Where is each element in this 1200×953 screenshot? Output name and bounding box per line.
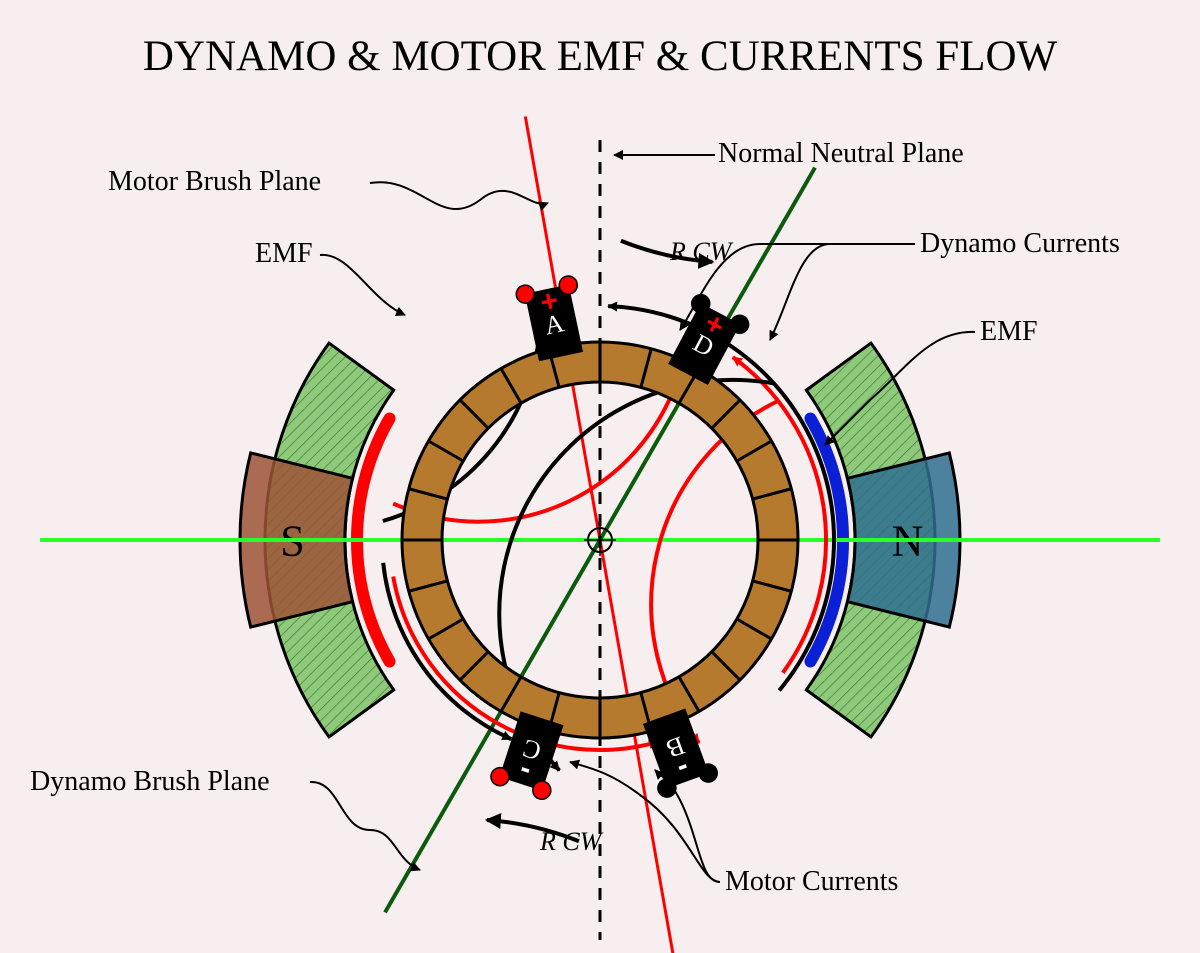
leader-dynamo_brush-0 (310, 782, 420, 870)
label-emf_right: EMF (980, 316, 1038, 347)
label-motor_currents: Motor Currents (725, 866, 898, 897)
rotation-label-bottom: R CW (539, 827, 604, 856)
label-dynamo_currents: Dynamo Currents (920, 228, 1120, 259)
label-dynamo_brush: Dynamo Brush Plane (30, 766, 270, 797)
label-emf_left: EMF (255, 238, 313, 269)
leader-motor_brush-0 (370, 182, 548, 209)
leader-emf_left-0 (320, 255, 405, 315)
diagram-root: DYNAMO & MOTOR EMF & CURRENTS FLOWSN+A+D… (0, 0, 1200, 953)
brush-A: +A (515, 274, 592, 362)
leader-motor_currents-1 (570, 762, 720, 882)
leader-dynamo_currents-1 (770, 244, 915, 340)
label-motor_brush: Motor Brush Plane (108, 166, 321, 197)
label-normal_neutral: Normal Neutral Plane (718, 138, 964, 169)
diagram-title: DYNAMO & MOTOR EMF & CURRENTS FLOW (143, 33, 1058, 80)
diagram-svg: DYNAMO & MOTOR EMF & CURRENTS FLOWSN+A+D… (0, 0, 1200, 953)
